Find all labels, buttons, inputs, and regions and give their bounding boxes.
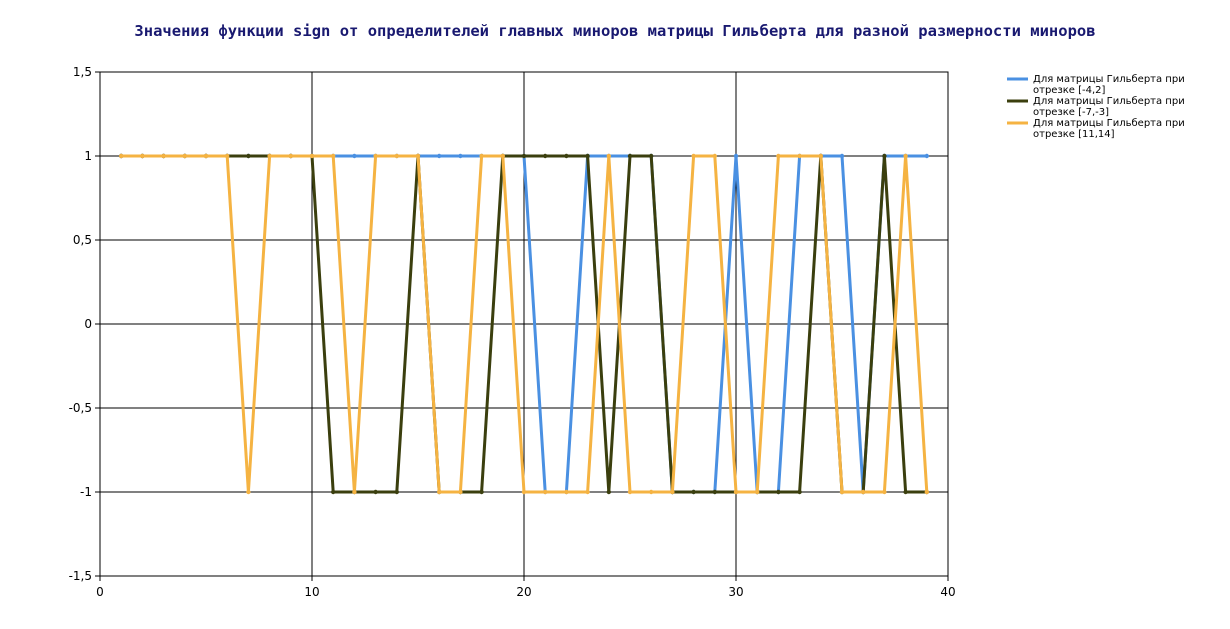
legend-label: отрезке [-4,2] [1033,85,1106,96]
data-point [500,153,505,159]
data-point [585,153,590,159]
data-point [267,153,272,159]
y-tick-label: 0,5 [73,233,92,247]
data-point [225,153,230,159]
data-point [585,489,590,495]
data-point [119,153,124,159]
data-point [521,153,527,159]
data-point [861,489,866,495]
data-point [733,489,739,495]
y-axis: 1,5 1 0,5 0 -0,5 -1 -1,5 [69,65,92,583]
data-point [331,153,336,159]
data-point [903,489,908,495]
series-3 [119,153,929,495]
x-tick-label: 30 [728,585,743,599]
data-point [776,153,781,159]
data-point [246,153,251,159]
legend-label: отрезке [11,14] [1033,129,1115,140]
data-point [394,489,399,495]
data-point [839,153,845,159]
data-point [479,489,484,495]
x-tick-label: 0 [96,585,104,599]
series-group [119,153,929,495]
data-point [882,153,887,159]
data-point [797,489,802,495]
data-point [564,489,569,495]
y-tick-label: -1,5 [69,569,92,583]
data-point [649,153,654,159]
data-point [627,153,633,159]
data-point [437,153,442,159]
chart-title: Значения функции sign от определителей г… [134,22,1095,40]
data-point [458,153,463,159]
legend-label: Для матрицы Гильберта при [1033,74,1185,85]
data-point [182,153,187,159]
data-point [521,489,527,495]
data-point [924,489,929,495]
x-tick-label: 20 [516,585,531,599]
data-point [839,489,845,495]
data-point [818,153,823,159]
data-point [691,489,696,495]
data-point [733,153,739,159]
data-point [797,153,802,159]
y-tick-label: 1,5 [73,65,92,79]
data-point [288,153,293,159]
data-point [924,153,929,159]
x-tick-label: 40 [940,585,955,599]
data-point [776,489,781,495]
data-point [373,489,378,495]
data-point [691,153,696,159]
data-point [373,153,378,159]
data-point [437,489,442,495]
y-tick-label: -1 [80,485,92,499]
data-point [309,153,315,159]
data-point [352,489,357,495]
data-point [140,153,145,159]
data-point [203,153,209,159]
data-point [415,153,421,159]
data-point [903,153,908,159]
x-tick-label: 10 [304,585,319,599]
y-tick-label: 0 [84,317,92,331]
data-point [712,153,717,159]
data-point [543,153,548,159]
legend-label: Для матрицы Гильберта при [1033,96,1185,107]
data-point [458,489,463,495]
data-point [331,489,336,495]
axis-ticks [95,71,949,581]
x-axis: 0 10 20 30 40 [96,585,955,599]
data-point [606,153,611,159]
data-point [352,153,357,159]
data-point [755,489,760,495]
y-tick-label: -0,5 [69,401,92,415]
data-point [543,489,548,495]
legend-label: Для матрицы Гильберта при [1033,118,1185,129]
data-point [246,489,251,495]
data-point [627,489,633,495]
data-point [649,489,654,495]
data-point [479,153,484,159]
data-point [670,489,675,495]
data-point [564,153,569,159]
grid [100,72,948,576]
data-point [712,489,717,495]
data-point [161,153,166,159]
legend-label: отрезке [-7,-3] [1033,107,1109,118]
data-point [394,153,399,159]
data-point [882,489,887,495]
y-tick-label: 1 [84,149,92,163]
data-point [606,489,611,495]
